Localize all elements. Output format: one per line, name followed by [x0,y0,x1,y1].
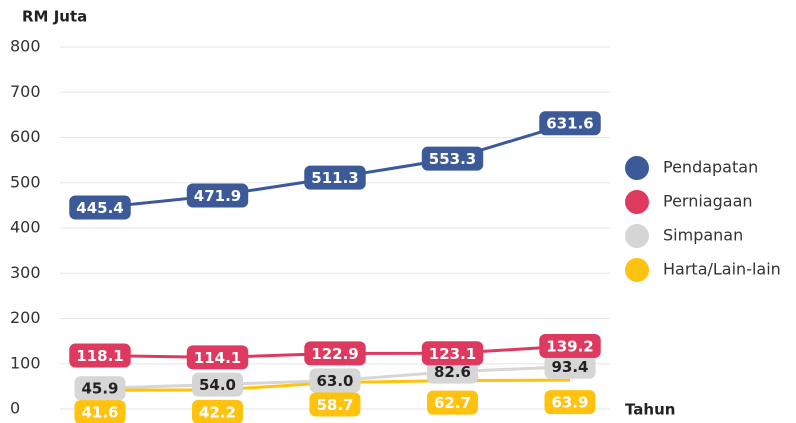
data-label-box [544,354,596,379]
data-label-box [539,334,601,359]
legend-label: Harta/Lain-lain [663,260,781,279]
legend-marker [625,224,649,248]
data-label-box [74,400,126,423]
legend-marker [625,156,649,180]
y-tick-label: 400 [10,218,41,237]
data-label-box [74,376,126,401]
data-label: 45.9 [81,380,118,398]
data-label: 93.4 [551,358,588,376]
data-label-box [309,368,361,393]
data-label-box [421,146,484,171]
legend-marker [625,258,649,282]
data-label: 82.6 [434,363,471,381]
data-label-box [426,390,479,415]
data-label: 42.2 [199,403,236,421]
y-tick-label: 800 [10,37,41,56]
data-label: 58.7 [316,396,353,414]
data-label: 122.9 [311,345,358,363]
data-label: 511.3 [311,169,358,187]
data-label-box [191,399,244,423]
data-label-box [421,341,484,366]
data-label-box [191,372,244,397]
legend-label: Pendapatan [663,158,758,177]
data-label: 631.6 [546,115,593,133]
x-axis-label: Tahun [625,401,675,419]
data-label: 114.1 [194,349,241,367]
data-label: 445.4 [76,199,123,217]
data-label-box [304,341,366,366]
data-label-box [309,392,361,417]
data-label-box [69,195,131,220]
data-label: 118.1 [76,347,123,365]
y-tick-label: 300 [10,263,41,282]
data-label: 553.3 [429,150,476,168]
y-tick-label: 100 [10,353,41,372]
data-label-box [186,345,249,370]
y-tick-label: 200 [10,308,41,327]
data-label: 41.6 [81,404,118,422]
data-label: 63.0 [316,372,353,390]
data-label-box [544,390,596,415]
y-tick-label: 600 [10,127,41,146]
data-label-box [304,165,366,190]
legend-label: Perniagaan [663,192,753,211]
y-tick-label: 700 [10,82,41,101]
series-line [99,121,571,209]
data-label: 54.0 [199,376,236,394]
y-axis-label: RM Juta [22,8,87,26]
data-label-box [426,359,479,384]
data-label-box [539,111,601,136]
data-label: 62.7 [434,394,471,412]
data-label: 139.2 [546,338,593,356]
y-tick-label: 0 [10,399,20,418]
data-label-box [186,183,249,208]
legend-marker [625,190,649,214]
data-label-box [69,343,131,368]
data-label: 63.9 [551,394,588,412]
legend-label: Simpanan [663,226,743,245]
y-tick-label: 500 [10,172,41,191]
data-label: 471.9 [194,187,241,205]
data-label: 123.1 [429,345,476,363]
